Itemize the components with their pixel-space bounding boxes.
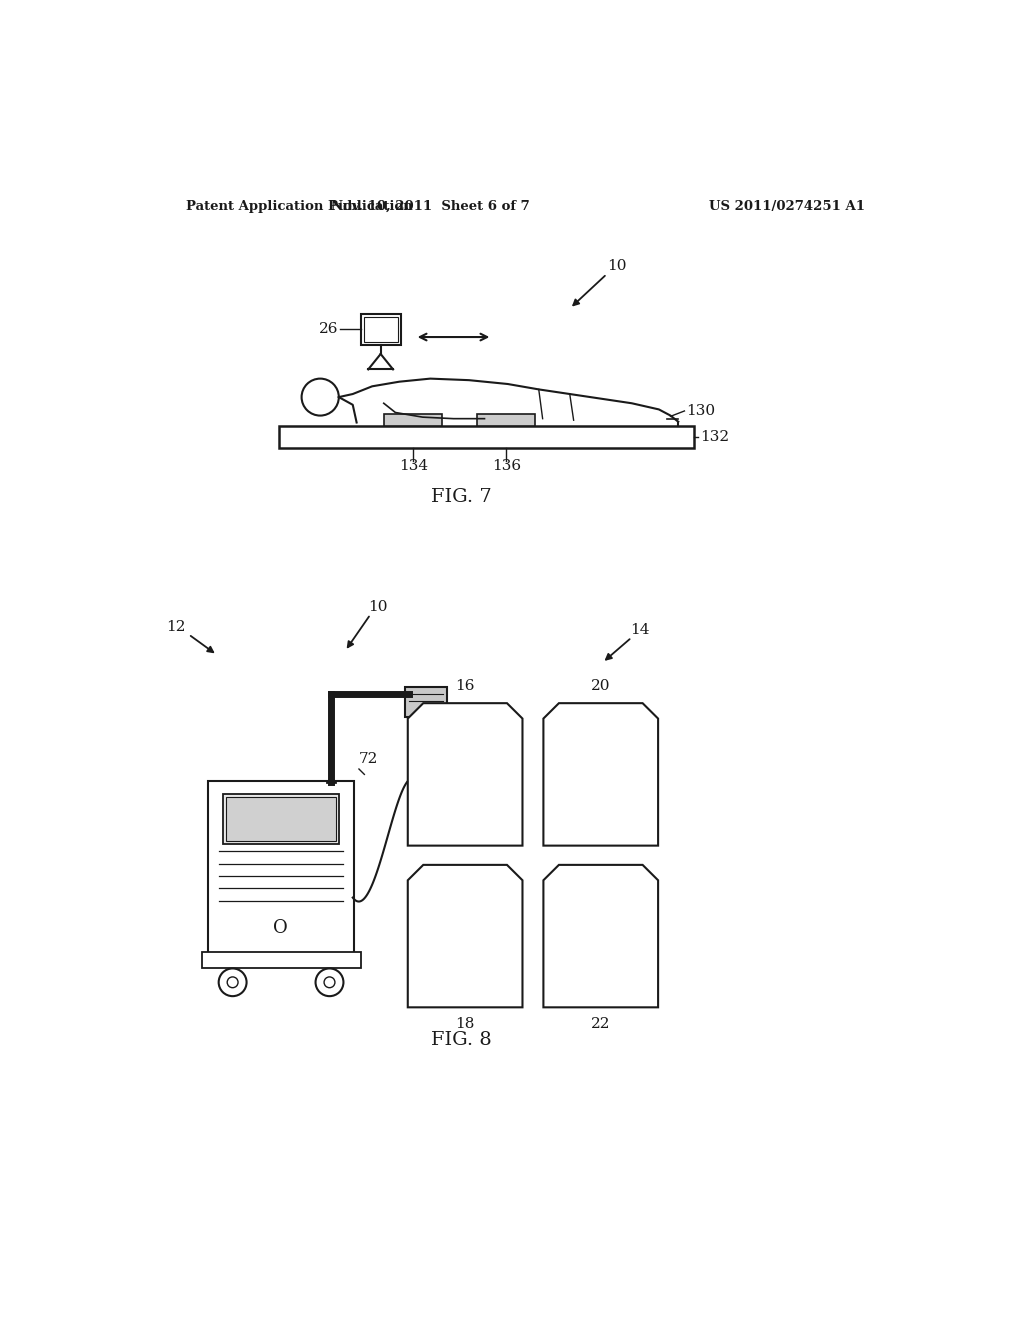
Text: 136: 136 xyxy=(492,459,521,474)
Text: 22: 22 xyxy=(591,1018,610,1031)
Bar xyxy=(384,414,442,426)
Text: Nov. 10, 2011  Sheet 6 of 7: Nov. 10, 2011 Sheet 6 of 7 xyxy=(331,199,529,213)
Text: 132: 132 xyxy=(700,430,729,444)
Text: 130: 130 xyxy=(686,404,715,418)
Text: FIG. 7: FIG. 7 xyxy=(431,488,492,506)
Bar xyxy=(360,314,400,345)
Text: 14: 14 xyxy=(630,623,649,636)
Bar xyxy=(477,414,535,426)
FancyBboxPatch shape xyxy=(208,780,354,953)
Bar xyxy=(226,797,336,841)
Text: 18: 18 xyxy=(456,1018,475,1031)
Polygon shape xyxy=(544,865,658,1007)
Bar xyxy=(364,317,397,342)
Bar xyxy=(404,688,447,717)
Bar xyxy=(202,952,360,969)
Polygon shape xyxy=(408,865,522,1007)
Polygon shape xyxy=(408,704,522,846)
Text: O: O xyxy=(273,920,288,937)
Text: 12: 12 xyxy=(167,619,186,634)
Text: FIG. 8: FIG. 8 xyxy=(431,1031,492,1049)
Text: Patent Application Publication: Patent Application Publication xyxy=(186,199,413,213)
Text: 20: 20 xyxy=(591,680,610,693)
Text: 10: 10 xyxy=(369,599,388,614)
Polygon shape xyxy=(544,704,658,846)
Bar xyxy=(280,426,693,447)
Text: 10: 10 xyxy=(607,259,627,273)
Text: 134: 134 xyxy=(398,459,428,474)
Text: 72: 72 xyxy=(359,752,378,766)
Text: US 2011/0274251 A1: US 2011/0274251 A1 xyxy=(710,199,865,213)
Text: 26: 26 xyxy=(319,322,339,337)
Bar xyxy=(223,793,339,843)
Text: 16: 16 xyxy=(456,680,475,693)
